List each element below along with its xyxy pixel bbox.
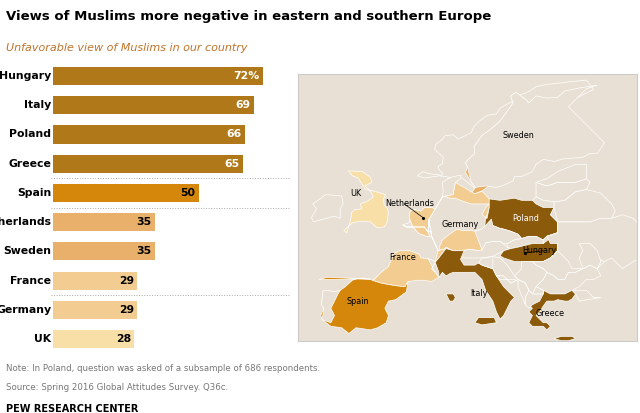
Bar bbox=[52, 184, 198, 202]
Text: 50: 50 bbox=[180, 188, 195, 198]
Polygon shape bbox=[579, 244, 601, 269]
Polygon shape bbox=[475, 318, 497, 325]
Bar bbox=[52, 213, 155, 231]
Polygon shape bbox=[321, 290, 340, 323]
Text: Netherlands: Netherlands bbox=[0, 217, 51, 227]
Text: Germany: Germany bbox=[442, 220, 479, 228]
Polygon shape bbox=[312, 195, 343, 222]
Text: Hungary: Hungary bbox=[0, 71, 51, 81]
Polygon shape bbox=[547, 215, 640, 269]
Text: PEW RESEARCH CENTER: PEW RESEARCH CENTER bbox=[6, 404, 139, 413]
Polygon shape bbox=[529, 290, 575, 330]
Polygon shape bbox=[554, 336, 575, 341]
Polygon shape bbox=[532, 197, 554, 207]
Text: 35: 35 bbox=[136, 247, 151, 256]
Text: UK: UK bbox=[351, 189, 362, 198]
Polygon shape bbox=[554, 190, 615, 222]
Polygon shape bbox=[319, 278, 408, 334]
Polygon shape bbox=[446, 294, 456, 301]
Text: Sweden: Sweden bbox=[3, 247, 51, 256]
Polygon shape bbox=[508, 236, 547, 249]
Text: UK: UK bbox=[34, 334, 51, 344]
Polygon shape bbox=[536, 265, 601, 294]
Text: Italy: Italy bbox=[24, 100, 51, 110]
Polygon shape bbox=[464, 93, 531, 194]
Polygon shape bbox=[536, 179, 590, 202]
Polygon shape bbox=[532, 207, 604, 280]
Polygon shape bbox=[410, 207, 435, 225]
Polygon shape bbox=[482, 198, 557, 250]
Bar bbox=[52, 272, 138, 290]
Text: France: France bbox=[388, 254, 415, 262]
Text: 35: 35 bbox=[136, 217, 151, 227]
Text: 29: 29 bbox=[118, 305, 134, 315]
Polygon shape bbox=[500, 233, 557, 261]
Text: Hungary: Hungary bbox=[523, 246, 557, 255]
Text: France: France bbox=[10, 275, 51, 286]
Polygon shape bbox=[497, 276, 525, 283]
Polygon shape bbox=[344, 171, 388, 233]
Bar bbox=[52, 96, 254, 114]
Polygon shape bbox=[372, 219, 446, 287]
Text: Poland: Poland bbox=[9, 129, 51, 140]
Bar bbox=[52, 154, 243, 173]
Text: Poland: Poland bbox=[512, 214, 539, 223]
Polygon shape bbox=[515, 261, 547, 294]
Bar bbox=[52, 301, 138, 319]
Polygon shape bbox=[417, 80, 594, 188]
Text: Spain: Spain bbox=[346, 297, 369, 306]
Text: 29: 29 bbox=[118, 275, 134, 286]
Polygon shape bbox=[410, 182, 493, 251]
Text: 66: 66 bbox=[227, 129, 242, 140]
Polygon shape bbox=[435, 249, 515, 319]
Polygon shape bbox=[482, 256, 529, 290]
Text: Germany: Germany bbox=[0, 305, 51, 315]
Polygon shape bbox=[479, 256, 493, 269]
Text: Source: Spring 2016 Global Attitudes Survey. Q36c.: Source: Spring 2016 Global Attitudes Sur… bbox=[6, 383, 228, 392]
Polygon shape bbox=[525, 290, 543, 309]
Text: Views of Muslims more negative in eastern and southern Europe: Views of Muslims more negative in easter… bbox=[6, 10, 492, 23]
Polygon shape bbox=[465, 85, 604, 188]
Polygon shape bbox=[403, 218, 429, 236]
Bar bbox=[52, 67, 263, 85]
Bar bbox=[52, 242, 155, 261]
Text: Note: In Poland, question was asked of a subsample of 686 respondents.: Note: In Poland, question was asked of a… bbox=[6, 364, 321, 373]
Polygon shape bbox=[428, 249, 460, 272]
Polygon shape bbox=[453, 241, 511, 258]
Text: Greece: Greece bbox=[8, 159, 51, 169]
Polygon shape bbox=[475, 219, 522, 250]
Text: Sweden: Sweden bbox=[502, 131, 534, 140]
Text: Greece: Greece bbox=[536, 309, 565, 318]
Text: 28: 28 bbox=[116, 334, 131, 344]
Polygon shape bbox=[427, 231, 431, 237]
Text: 72%: 72% bbox=[233, 71, 259, 81]
Text: 69: 69 bbox=[236, 100, 251, 110]
Text: 65: 65 bbox=[224, 159, 239, 169]
Text: Unfavorable view of Muslims in our country: Unfavorable view of Muslims in our count… bbox=[6, 43, 248, 53]
Bar bbox=[52, 126, 245, 143]
Polygon shape bbox=[536, 164, 586, 186]
Polygon shape bbox=[518, 280, 529, 305]
Text: Italy: Italy bbox=[470, 290, 487, 299]
Text: Netherlands: Netherlands bbox=[386, 199, 435, 209]
Polygon shape bbox=[442, 175, 461, 197]
Text: Spain: Spain bbox=[17, 188, 51, 198]
Bar bbox=[52, 330, 134, 348]
Polygon shape bbox=[572, 290, 601, 301]
Polygon shape bbox=[532, 287, 543, 294]
